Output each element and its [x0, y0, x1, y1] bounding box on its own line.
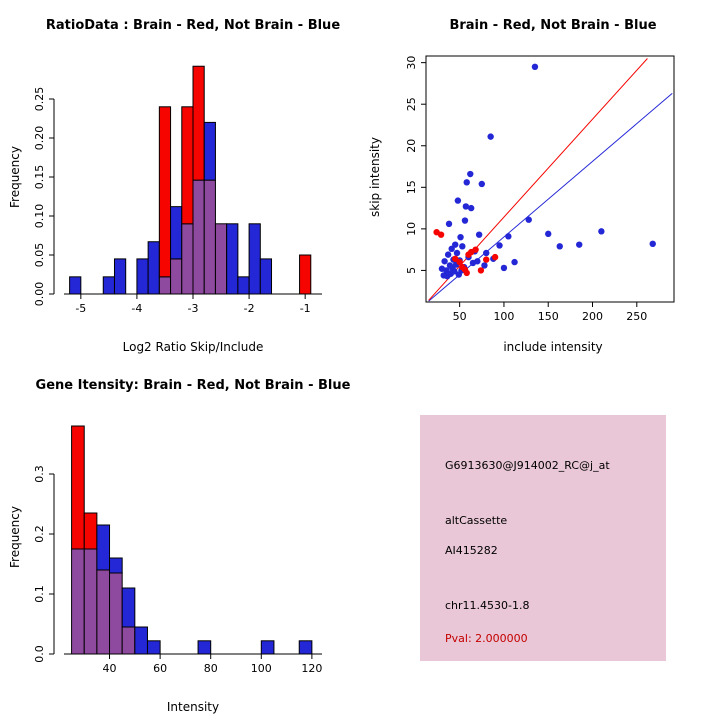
x-ticks: -5 -4 -3 -2 -1: [75, 294, 311, 315]
svg-text:50: 50: [453, 310, 467, 323]
intensity-scatter-title: Brain - Red, Not Brain - Blue: [449, 18, 657, 33]
svg-text:200: 200: [582, 310, 603, 323]
svg-text:0.25: 0.25: [33, 87, 46, 112]
panel-gene-intensity-histogram: 40 60 80 100 120 0.0 0.1 0.2 0.3 Gene Itensity: …: [0, 360, 360, 720]
svg-text:25: 25: [405, 97, 418, 111]
gene-intensity-histogram-y-axis-label: Frequency: [8, 506, 22, 568]
svg-text:-4: -4: [131, 302, 142, 315]
intensity-scatter-x-axis-label: include intensity: [503, 340, 603, 354]
svg-text:120: 120: [301, 662, 322, 675]
svg-text:-3: -3: [188, 302, 199, 315]
svg-text:0.0: 0.0: [33, 645, 46, 663]
gene-info-event-type: altCassette: [445, 514, 508, 527]
x-ticks: 50 100 150 200 250: [453, 302, 647, 323]
y-ticks: 0.0 0.1 0.2 0.3: [33, 465, 54, 663]
svg-text:-5: -5: [75, 302, 86, 315]
panel-gene-info: G6913630@J914002_RC@j_at altCassette AI4…: [360, 360, 720, 720]
histogram-bars: [69, 65, 312, 295]
y-ticks: 0.00 0.05 0.10 0.15 0.20 0.25: [33, 87, 54, 307]
intensity-scatter-y-axis-label: skip intensity: [368, 137, 382, 217]
svg-text:20: 20: [405, 139, 418, 153]
svg-text:0.2: 0.2: [33, 525, 46, 543]
ratio-histogram-y-axis-label: Frequency: [8, 146, 22, 208]
svg-text:5: 5: [405, 267, 418, 274]
svg-text:0.15: 0.15: [33, 165, 46, 190]
panel-ratio-histogram: -5 -4 -3 -2 -1 0.00 0.05 0.10 0.15 0.20 0.25 Ratio…: [0, 0, 360, 360]
scatter-content: [428, 58, 673, 302]
gene-info-accession: AI415282: [445, 544, 498, 557]
x-ticks: 40 60 80 100 120: [103, 654, 322, 675]
svg-text:60: 60: [153, 662, 167, 675]
svg-text:0.10: 0.10: [33, 204, 46, 229]
intensity-scatter-plot: 50 100 150 200 250 5 10 15 20 25 30: [405, 55, 675, 323]
svg-text:15: 15: [405, 180, 418, 194]
svg-text:0.20: 0.20: [33, 126, 46, 151]
blue-fit-line: [428, 93, 673, 302]
svg-text:80: 80: [204, 662, 218, 675]
y-ticks: 5 10 15 20 25 30: [405, 56, 426, 274]
gene-intensity-histogram-x-axis-label: Intensity: [166, 700, 220, 714]
svg-text:-2: -2: [244, 302, 255, 315]
panel-intensity-scatter: 50 100 150 200 250 5 10 15 20 25 30 Brain - Red, N…: [360, 0, 720, 360]
svg-text:100: 100: [493, 310, 514, 323]
gene-intensity-histogram-title: Gene Itensity: Brain - Red, Not Brain - …: [35, 378, 351, 393]
svg-text:-1: -1: [300, 302, 311, 315]
svg-text:10: 10: [405, 222, 418, 236]
gene-intensity-histogram-plot: 40 60 80 100 120 0.0 0.1 0.2 0.3: [33, 425, 322, 675]
ratio-histogram-x-axis-label: Log2 Ratio Skip/Include: [122, 340, 264, 354]
svg-text:0.3: 0.3: [33, 465, 46, 483]
svg-text:100: 100: [251, 662, 272, 675]
gene-info-box: G6913630@J914002_RC@j_at altCassette AI4…: [420, 415, 666, 661]
svg-text:40: 40: [103, 662, 117, 675]
plot-box: [425, 55, 675, 303]
histogram-bars: [71, 425, 313, 655]
gene-info-probe-id: G6913630@J914002_RC@j_at: [445, 459, 610, 472]
ratio-histogram-plot: -5 -4 -3 -2 -1 0.00 0.05 0.10 0.15 0.20 0.25: [33, 65, 322, 315]
svg-text:0.05: 0.05: [33, 243, 46, 268]
svg-text:250: 250: [626, 310, 647, 323]
ratio-histogram-title: RatioData : Brain - Red, Not Brain - Blu…: [45, 18, 341, 33]
svg-text:30: 30: [405, 56, 418, 70]
gene-info-locus: chr11.4530-1.8: [445, 599, 530, 612]
gene-info-pval: Pval: 2.000000: [445, 632, 528, 645]
svg-text:0.00: 0.00: [33, 282, 46, 307]
red-fit-line: [428, 58, 648, 301]
svg-text:150: 150: [538, 310, 559, 323]
svg-text:0.1: 0.1: [33, 585, 46, 603]
